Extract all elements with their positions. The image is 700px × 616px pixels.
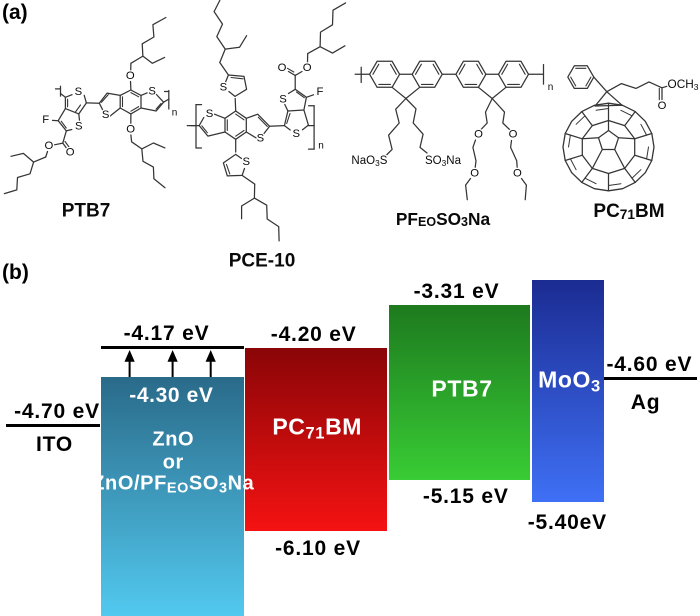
svg-text:O: O (658, 100, 667, 112)
svg-text:S: S (279, 93, 287, 105)
svg-text:O: O (658, 100, 667, 112)
svg-text:PFEO​SO3​Na: PFEO​SO3​Na (396, 209, 491, 230)
svg-text:S: S (75, 86, 83, 98)
svg-text:S: S (102, 109, 110, 121)
svg-text:S: S (257, 132, 265, 144)
svg-text:PFEO​SO3​Na: PFEO​SO3​Na (396, 209, 491, 230)
svg-text:PC71​BM: PC71​BM (593, 201, 664, 222)
svg-text:S: S (257, 132, 265, 144)
svg-text:n: n (172, 107, 178, 118)
svg-text:O: O (126, 123, 135, 135)
svg-text:S: S (293, 128, 301, 140)
svg-text:S: S (220, 81, 228, 93)
svg-text:O: O (470, 167, 479, 179)
svg-text:S: S (75, 86, 83, 98)
svg-text:PTB7: PTB7 (62, 201, 111, 222)
svg-text:S: S (243, 156, 251, 168)
svg-text:F: F (42, 114, 49, 126)
svg-text:S: S (293, 128, 301, 140)
svg-text:S: S (243, 156, 251, 168)
svg-text:S: S (75, 120, 83, 132)
svg-text:n: n (318, 140, 324, 151)
svg-text:S: S (102, 109, 110, 121)
svg-text:O: O (45, 140, 54, 152)
svg-text:S: S (220, 81, 228, 93)
svg-text:O: O (474, 128, 483, 140)
svg-text:S: S (206, 108, 214, 120)
svg-text:PC71​BM: PC71​BM (593, 201, 664, 222)
svg-text:F: F (317, 86, 324, 98)
svg-text:O: O (126, 123, 135, 135)
svg-text:n: n (318, 140, 324, 151)
svg-text:O: O (66, 147, 75, 159)
svg-text:S: S (148, 85, 156, 97)
svg-text:O: O (126, 70, 135, 82)
svg-text:O: O (278, 62, 287, 74)
svg-text:O: O (513, 167, 522, 179)
svg-text:SO3​Na: SO3​Na (425, 155, 462, 168)
svg-text:S: S (75, 120, 83, 132)
svg-text:F: F (42, 114, 49, 126)
svg-text:O: O (509, 128, 518, 140)
svg-text:O: O (303, 62, 312, 74)
svg-text:SO3​Na: SO3​Na (425, 155, 462, 168)
svg-text:S: S (206, 108, 214, 120)
svg-text:PCE-10: PCE-10 (229, 251, 296, 270)
svg-text:n: n (548, 82, 554, 93)
svg-text:O: O (45, 140, 54, 152)
svg-text:O: O (278, 62, 287, 74)
svg-text:O: O (470, 167, 479, 179)
svg-text:OCH3​: OCH3​ (668, 77, 699, 92)
svg-text:S: S (279, 93, 287, 105)
svg-text:NaO3​S: NaO3​S (351, 155, 387, 168)
svg-text:O: O (513, 167, 522, 179)
svg-text:n: n (548, 82, 554, 93)
svg-text:F: F (317, 86, 324, 98)
svg-text:O: O (66, 147, 75, 159)
svg-text:O: O (474, 128, 483, 140)
svg-text:NaO3​S: NaO3​S (351, 155, 387, 168)
svg-text:O: O (126, 70, 135, 82)
svg-text:n: n (172, 107, 178, 118)
svg-text:O: O (509, 128, 518, 140)
svg-text:OCH3​: OCH3​ (668, 77, 699, 92)
svg-text:PTB7: PTB7 (62, 201, 111, 222)
svg-text:PCE-10: PCE-10 (229, 251, 296, 270)
svg-text:O: O (303, 62, 312, 74)
svg-text:S: S (148, 85, 156, 97)
